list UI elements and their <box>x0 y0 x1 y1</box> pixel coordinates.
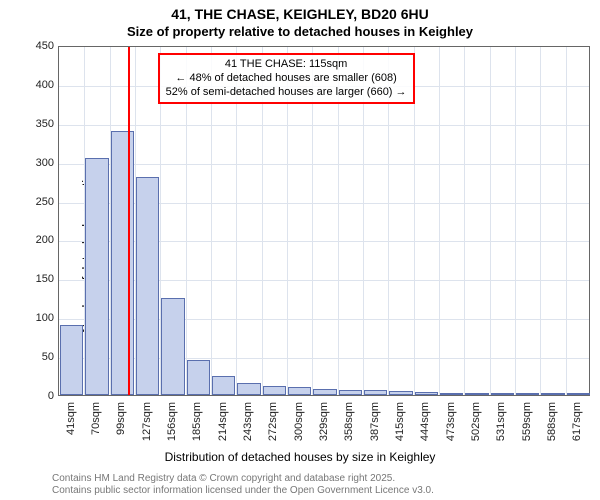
histogram-bar <box>440 393 463 395</box>
callout-line3: 52% of semi-detached houses are larger (… <box>166 86 407 98</box>
y-tick-label: 0 <box>24 390 54 402</box>
chart-subtitle: Size of property relative to detached ho… <box>0 24 600 39</box>
x-tick-label: 99sqm <box>115 402 127 435</box>
x-tick-label: 214sqm <box>217 402 229 441</box>
y-tick-label: 250 <box>24 196 54 208</box>
x-tick-label: 272sqm <box>267 402 279 441</box>
histogram-bar <box>85 158 108 395</box>
y-tick-label: 350 <box>24 118 54 130</box>
histogram-bar <box>516 393 539 395</box>
x-tick-label: 329sqm <box>318 402 330 441</box>
y-tick-label: 200 <box>24 234 54 246</box>
histogram-bar <box>136 177 159 395</box>
callout-box: 41 THE CHASE: 115sqm ← 48% of detached ho… <box>158 53 415 104</box>
histogram-bar <box>415 392 438 395</box>
x-tick-label: 531sqm <box>495 402 507 441</box>
callout-line1: 41 THE CHASE: 115sqm <box>225 58 347 70</box>
histogram-bar <box>161 298 184 395</box>
histogram-bar <box>111 131 134 395</box>
x-tick-label: 156sqm <box>166 402 178 441</box>
gridline-v <box>540 47 541 395</box>
x-tick-label: 300sqm <box>293 402 305 441</box>
gridline-v <box>566 47 567 395</box>
x-tick-label: 415sqm <box>394 402 406 441</box>
x-tick-label: 358sqm <box>343 402 355 441</box>
histogram-bar <box>237 383 260 395</box>
x-tick-label: 588sqm <box>546 402 558 441</box>
gridline-h <box>59 125 589 126</box>
x-tick-label: 473sqm <box>445 402 457 441</box>
y-tick-label: 300 <box>24 157 54 169</box>
chart-title: 41, THE CHASE, KEIGHLEY, BD20 6HU <box>0 6 600 22</box>
y-tick-label: 100 <box>24 312 54 324</box>
x-tick-label: 559sqm <box>521 402 533 441</box>
plot-area: 41 THE CHASE: 115sqm ← 48% of detached ho… <box>58 46 590 396</box>
histogram-bar <box>212 376 235 395</box>
x-tick-label: 70sqm <box>90 402 102 435</box>
histogram-bar <box>491 393 514 395</box>
histogram-bar <box>364 390 387 395</box>
x-tick-label: 617sqm <box>571 402 583 441</box>
x-tick-label: 41sqm <box>65 402 77 435</box>
x-tick-label: 387sqm <box>369 402 381 441</box>
histogram-bar <box>389 391 412 395</box>
footer-line-1: Contains HM Land Registry data © Crown c… <box>52 473 395 484</box>
histogram-bar <box>313 389 336 395</box>
histogram-bar <box>339 390 362 395</box>
x-tick-label: 502sqm <box>470 402 482 441</box>
x-axis-label: Distribution of detached houses by size … <box>0 450 600 464</box>
histogram-bar <box>263 386 286 395</box>
y-tick-label: 150 <box>24 273 54 285</box>
footer-line-2: Contains public sector information licen… <box>52 485 434 496</box>
callout-line2: ← 48% of detached houses are smaller (60… <box>175 72 396 84</box>
gridline-v <box>439 47 440 395</box>
histogram-bar <box>60 325 83 395</box>
x-tick-label: 185sqm <box>191 402 203 441</box>
y-tick-label: 400 <box>24 79 54 91</box>
histogram-bar <box>187 360 210 395</box>
histogram-bar <box>465 393 488 395</box>
histogram-bar <box>541 393 564 395</box>
histogram-bar <box>288 387 311 395</box>
chart-container: 41, THE CHASE, KEIGHLEY, BD20 6HU Size o… <box>0 0 600 500</box>
gridline-v <box>464 47 465 395</box>
x-tick-label: 243sqm <box>242 402 254 441</box>
y-tick-label: 450 <box>24 40 54 52</box>
histogram-bar <box>567 393 590 395</box>
gridline-v <box>490 47 491 395</box>
y-tick-label: 50 <box>24 351 54 363</box>
x-tick-label: 444sqm <box>419 402 431 441</box>
marker-line <box>128 47 130 395</box>
x-tick-label: 127sqm <box>141 402 153 441</box>
gridline-h <box>59 164 589 165</box>
gridline-v <box>515 47 516 395</box>
